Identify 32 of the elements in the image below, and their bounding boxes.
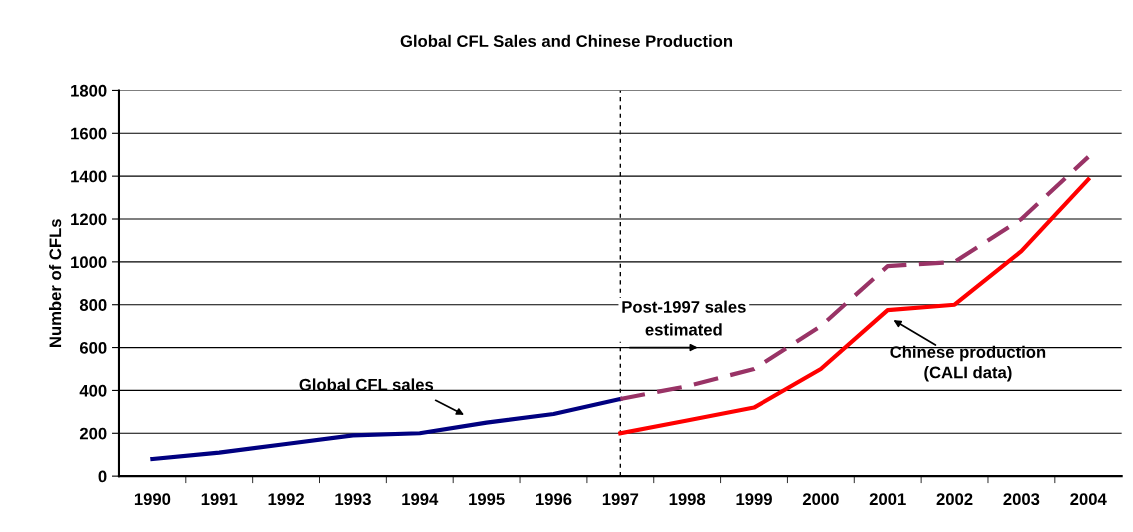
y-tick-label: 1000 xyxy=(71,256,107,269)
series-label: Chinese production (CALI data) xyxy=(890,345,1046,382)
x-tick-label: 2003 xyxy=(1003,493,1040,506)
y-tick-label: 1800 xyxy=(71,84,107,97)
x-tick-label: 2000 xyxy=(802,493,839,506)
y-tick-label: 1400 xyxy=(71,170,107,183)
y-tick-label: 800 xyxy=(79,299,107,311)
y-axis-title: Number of CFLs xyxy=(48,219,62,347)
x-tick-label: 1994 xyxy=(402,493,439,506)
x-tick-label: 1997 xyxy=(602,493,639,506)
x-tick-label: 1990 xyxy=(134,493,171,506)
y-tick-label: 1200 xyxy=(71,213,107,226)
x-tick-label: 1991 xyxy=(201,493,238,506)
chart-title: Global CFL Sales and Chinese Production xyxy=(400,34,733,48)
y-tick-label: 0 xyxy=(98,470,107,483)
line-series xyxy=(618,154,1091,402)
y-tick-label: 200 xyxy=(79,427,107,440)
series-label: Post-1997 sales estimated xyxy=(622,300,746,336)
x-tick-label: 1993 xyxy=(335,493,371,506)
y-tick-label: 600 xyxy=(79,341,107,354)
x-tick-label: 1999 xyxy=(736,493,772,506)
x-tick-label: 1992 xyxy=(268,493,304,506)
x-tick-label: 2004 xyxy=(1070,493,1107,506)
x-tick-label: 1996 xyxy=(535,493,572,506)
x-tick-label: 1995 xyxy=(469,493,505,506)
y-tick-label: 400 xyxy=(79,384,107,397)
y-tick-label: 1600 xyxy=(71,127,107,140)
x-tick-label: 2002 xyxy=(936,493,973,506)
line-series xyxy=(150,396,623,462)
line-series xyxy=(618,177,1091,436)
x-tick-label: 2001 xyxy=(869,493,906,506)
x-tick-label: 1998 xyxy=(669,493,706,506)
